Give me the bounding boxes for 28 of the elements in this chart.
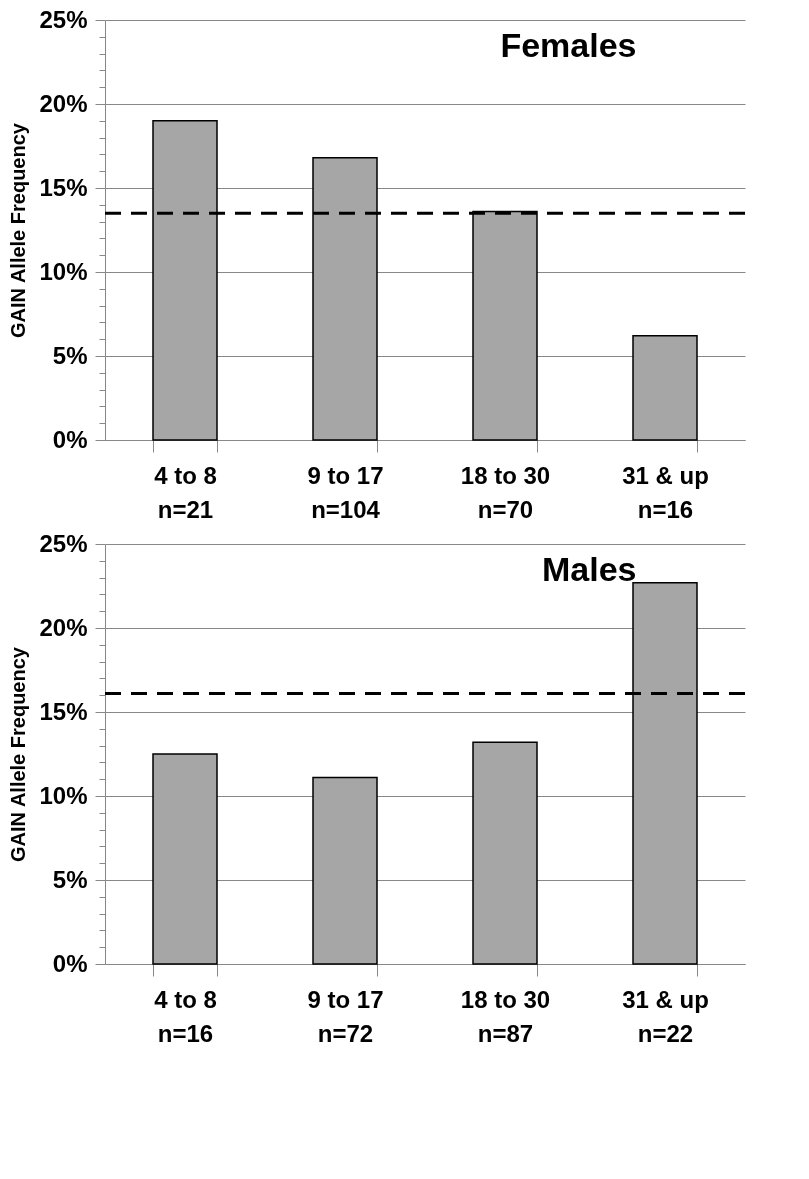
- y-tick-label: 10%: [39, 257, 88, 285]
- y-tick-label: 10%: [39, 781, 88, 809]
- y-tick-label: 25%: [39, 5, 88, 33]
- y-tick-label: 5%: [52, 865, 88, 893]
- y-tick-label: 25%: [39, 529, 88, 557]
- x-tick-label: 9 to 17 n=72: [307, 985, 384, 1047]
- y-tick-label: 20%: [39, 89, 88, 117]
- chart-title: Females: [500, 26, 637, 64]
- y-tick-label: 5%: [52, 341, 88, 369]
- y-tick-label: 20%: [39, 613, 88, 641]
- y-tick-label: 15%: [39, 173, 88, 201]
- bar: [472, 741, 538, 965]
- x-tick-label: 4 to 8 n=16: [154, 985, 217, 1047]
- x-tick-label: 18 to 30 n=87: [460, 985, 551, 1047]
- y-tick-label: 0%: [52, 425, 88, 453]
- y-axis-title: GAIN Allele Frequency: [7, 646, 30, 862]
- chart-title: Males: [542, 550, 637, 588]
- bar: [312, 776, 378, 965]
- x-tick-label: 18 to 30 n=70: [460, 461, 551, 523]
- x-tick-label: 31 & up n=22: [622, 985, 709, 1047]
- bar: [632, 335, 698, 441]
- bar: [152, 753, 218, 965]
- x-tick-label: 9 to 17 n=104: [307, 461, 384, 523]
- x-tick-label: 31 & up n=16: [622, 461, 709, 523]
- y-tick-label: 15%: [39, 697, 88, 725]
- y-axis-title: GAIN Allele Frequency: [7, 122, 30, 338]
- y-tick-label: 0%: [52, 949, 88, 977]
- x-tick-label: 4 to 8 n=21: [154, 461, 217, 523]
